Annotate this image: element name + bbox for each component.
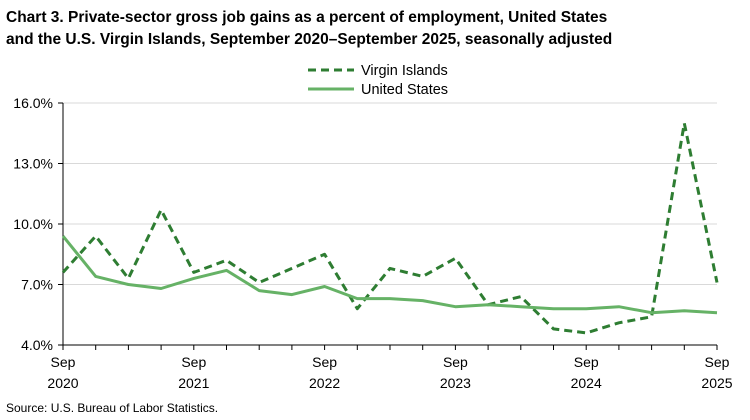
gridlines xyxy=(63,102,717,285)
x-tick-label-month: Sep xyxy=(312,354,337,370)
series-line-united-states xyxy=(61,235,718,315)
y-tick-label: 4.0% xyxy=(21,337,53,353)
legend: Virgin Islands United States xyxy=(308,63,448,98)
chart-title-line-1: Chart 3. Private-sector gross job gains … xyxy=(6,9,608,26)
chart-title: Chart 3. Private-sector gross job gains … xyxy=(6,7,744,51)
chart-title-line-2: and the U.S. Virgin Islands, September 2… xyxy=(6,31,613,48)
source-note: Source: U.S. Bureau of Labor Statistics. xyxy=(6,401,219,415)
x-tick-label-year: 2020 xyxy=(47,375,78,391)
x-tick-label-month: Sep xyxy=(51,354,76,370)
y-tick-label: 7.0% xyxy=(21,277,53,293)
x-tick-label-year: 2025 xyxy=(701,375,732,391)
legend-label: Virgin Islands xyxy=(361,63,448,79)
x-tick-label-month: Sep xyxy=(574,354,599,370)
legend-label: United States xyxy=(361,82,448,98)
x-tick-label-year: 2022 xyxy=(309,375,340,391)
x-tick-label-year: 2021 xyxy=(178,375,209,391)
y-tick-label: 13.0% xyxy=(13,156,53,172)
axes: 4.0% 7.0% 10.0% 13.0% 16.0% Sep 2020 Sep 2021 Sep… xyxy=(13,95,732,391)
x-tick-label-year: 2023 xyxy=(440,375,471,391)
x-tick-label-month: Sep xyxy=(181,354,206,370)
series-line-virgin-islands xyxy=(61,121,719,335)
x-tick-label-month: Sep xyxy=(443,354,468,370)
y-tick-label: 16.0% xyxy=(13,95,53,111)
x-tick-label-month: Sep xyxy=(705,354,730,370)
series-lines xyxy=(61,121,719,335)
y-tick-label: 10.0% xyxy=(13,216,53,232)
x-tick-label-year: 2024 xyxy=(571,375,602,391)
